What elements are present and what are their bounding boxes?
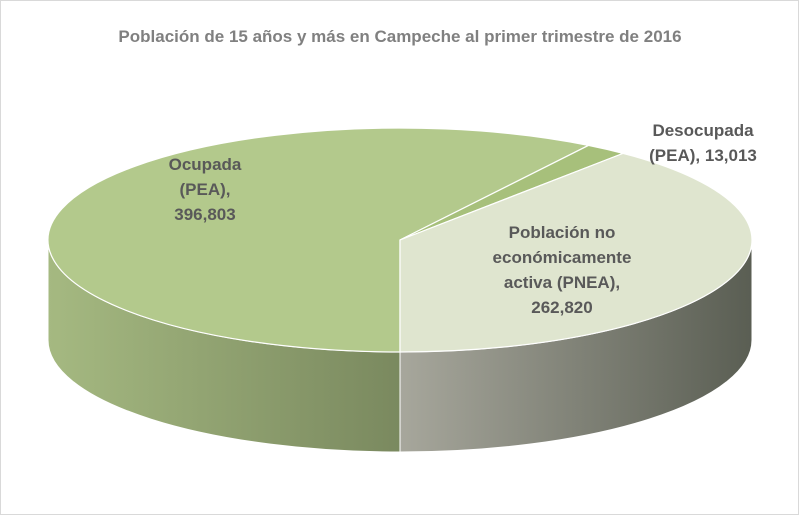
data-label: Ocupada (PEA) 396,803 [150,152,260,227]
label-value: 396,803 [174,205,236,224]
slice [47,127,591,353]
label-value: 262,820 [531,298,593,317]
slice [399,152,753,353]
label-value: 13,013 [704,146,757,165]
data-label: Población no económicamente activa (PNEA… [482,220,642,320]
label-name: Población no económicamente activa (PNEA… [493,223,632,292]
data-label: Desocupada (PEA) 13,013 [628,118,778,168]
chart-title: Población de 15 años y más en Campeche a… [118,27,682,46]
label-name: Ocupada (PEA) [169,155,242,199]
